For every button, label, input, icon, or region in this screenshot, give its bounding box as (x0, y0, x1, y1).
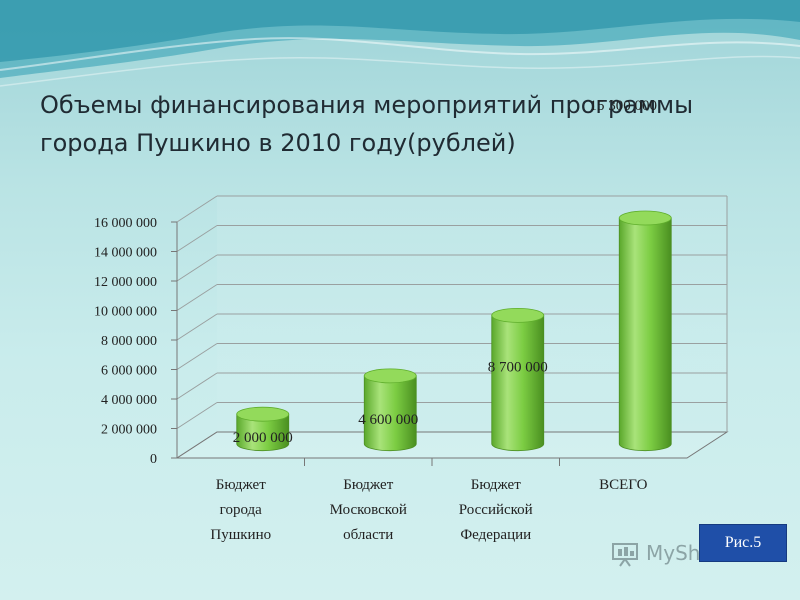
bar-body (236, 413, 290, 452)
data-label: 2 000 000 (233, 430, 293, 446)
y-tick-label: 16 000 000 (94, 216, 157, 231)
gridline-side (176, 284, 218, 311)
presentation-icon (612, 543, 638, 567)
bar-top (363, 368, 417, 384)
y-tick-label: 4 000 000 (101, 393, 157, 408)
bar-body (491, 314, 545, 452)
bar-1 (236, 406, 290, 452)
figure-label: Рис.5 (724, 534, 762, 551)
x-category-label: Московской (330, 502, 407, 518)
chart-plot-area: 0 2 000 000 4 000 000 6 000 000 8 000 000 10 … (94, 98, 729, 543)
chart-title-line-2: города Пушкино в 2010 году(рублей) (40, 129, 516, 157)
bar-top (618, 210, 672, 226)
bar-top (236, 406, 290, 422)
gridline-side (176, 372, 218, 400)
x-category-label: города (220, 502, 262, 518)
x-category-label: Бюджет (216, 477, 267, 493)
x-category-label: Бюджет (343, 477, 394, 493)
x-category-label: Бюджет (471, 477, 522, 493)
gridline-side (176, 254, 218, 282)
x-category-label: ВСЕГО (599, 477, 647, 493)
chart-title: Объемы финансирования мероприятий програ… (40, 86, 780, 162)
x-category-label: Российской (459, 502, 533, 518)
gridline-side (176, 313, 218, 341)
gridline-side (176, 343, 218, 370)
bar-body (618, 217, 672, 452)
bar-3 (491, 307, 545, 452)
header-wave-decoration (0, 0, 800, 87)
x-category-label: области (343, 527, 393, 543)
gridline-side (176, 402, 218, 429)
chart-title-line-1: Объемы финансирования мероприятий програ… (40, 91, 694, 119)
x-category-label: Федерации (460, 527, 531, 543)
y-tick-label: 0 (150, 452, 157, 467)
y-tick-label: 6 000 000 (101, 364, 157, 379)
y-tick-label: 12 000 000 (94, 275, 157, 290)
gridline-side (176, 195, 218, 223)
y-tick-label: 8 000 000 (101, 334, 157, 349)
y-tick-label: 14 000 000 (94, 246, 157, 261)
data-label: 15 300 000 (590, 98, 658, 114)
bar-2 (363, 368, 417, 452)
x-category-label: Пушкино (210, 527, 271, 543)
y-tick-label: 10 000 000 (94, 305, 157, 320)
gridline-side (176, 225, 218, 252)
bar-4 (618, 210, 672, 452)
bar-body (363, 375, 417, 452)
y-tick-label: 2 000 000 (101, 423, 157, 438)
data-label: 4 600 000 (358, 412, 418, 428)
data-label: 8 700 000 (488, 359, 548, 375)
figure-label-badge: Рис.5 (699, 524, 787, 562)
bar-top (491, 307, 545, 323)
